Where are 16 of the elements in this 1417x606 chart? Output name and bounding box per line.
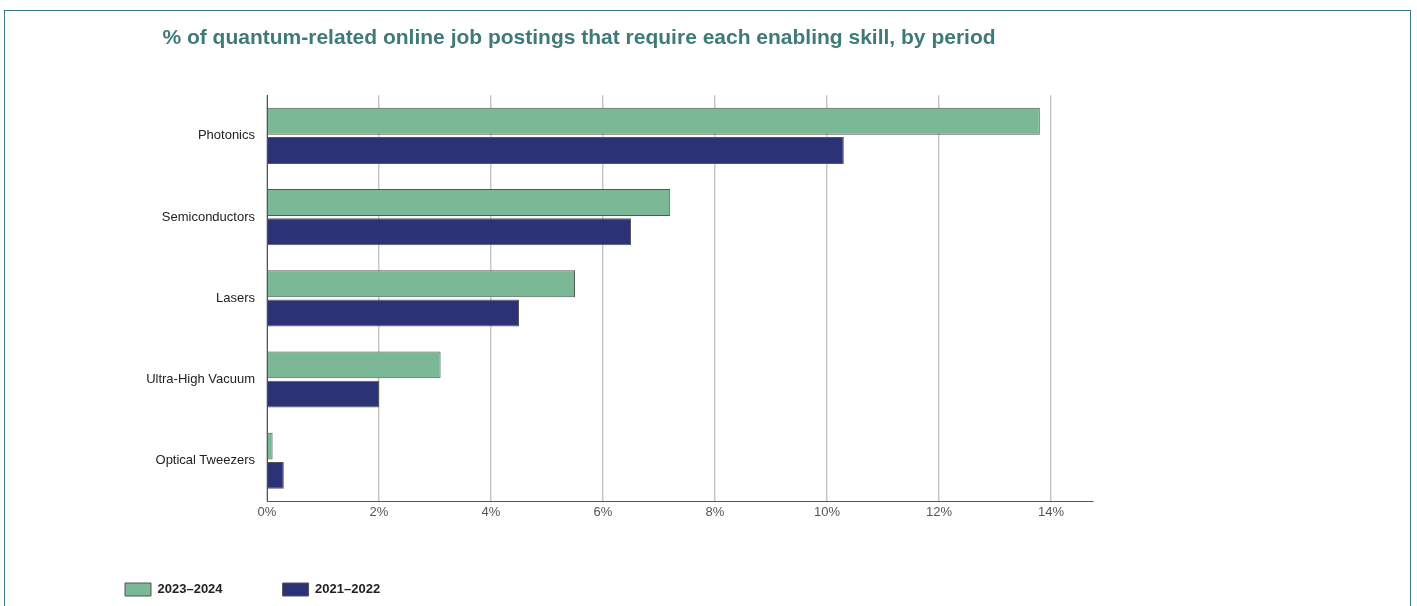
y-tick-label: Ultra-High Vacuum [146, 371, 255, 387]
y-tick-label: Optical Tweezers [155, 452, 256, 468]
x-tick-label: 0% [257, 503, 277, 519]
x-tick-label: 10% [813, 503, 841, 519]
x-tick-label: 2% [369, 503, 389, 519]
legend-label: 2023–2024 [157, 581, 224, 597]
y-tick-label: Photonics [197, 127, 256, 143]
chart-title: % of quantum-related online job postings that require each enabling skill, by period [162, 25, 996, 49]
x-tick-label: 14% [1037, 503, 1065, 519]
x-tick-label: 4% [481, 503, 501, 519]
x-tick-label: 12% [925, 503, 953, 519]
legend-label: 2021–2022 [315, 581, 381, 597]
y-tick-label: Semiconductors [161, 208, 256, 224]
y-tick-label: Lasers [215, 289, 256, 305]
x-tick-label: 8% [705, 503, 725, 519]
x-tick-label: 6% [593, 503, 613, 519]
